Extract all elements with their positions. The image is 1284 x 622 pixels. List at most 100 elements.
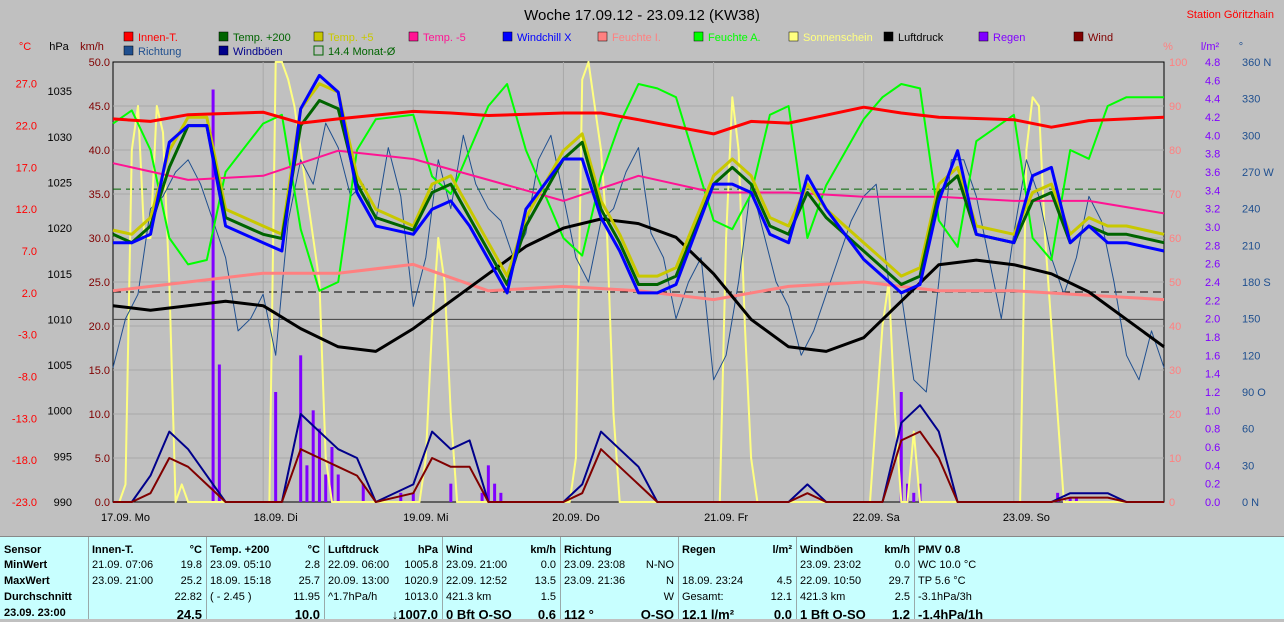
rain-bar (899, 392, 903, 502)
tick-label-temp: 17.0 (16, 162, 37, 174)
legend-swatch (408, 31, 419, 42)
tick-label-direction: 360 N (1242, 57, 1271, 69)
stats-cell-right: 1.2 (891, 607, 910, 622)
legend-entry: 14.4 Monat-Ø (313, 45, 396, 58)
legend-entry: Regen (978, 31, 1025, 44)
tick-label-pressure: 995 (54, 451, 72, 463)
series-line-luftdruck (112, 217, 1165, 353)
legend-label: Temp. +5 (328, 32, 374, 44)
stats-row: 18.09. 23:24 4.5 (682, 575, 792, 589)
stats-regen: Regen l/m² 18.09. 23:24 4.5 Gesamt: 12.1 12.1 … (678, 537, 797, 622)
stats-row (682, 559, 792, 573)
tick-label-humidity: 0 (1169, 497, 1175, 509)
legend-entry: Innen-T. (123, 31, 178, 44)
stats-cell-left: 23.09. 05:10 (210, 559, 272, 571)
tick-label-temp: 12.0 (16, 204, 37, 216)
legend-entry: Feuchte I. (597, 31, 661, 44)
stats-cell-right: 25.7 (298, 575, 320, 587)
tick-label-rain: 4.4 (1205, 94, 1220, 106)
tick-label-rain: 1.8 (1205, 332, 1220, 344)
stats-row: 22.09. 10:50 29.7 (800, 575, 910, 589)
stats-row-label: MinWert (4, 559, 48, 571)
tick-label-wind: 5.0 (95, 453, 110, 465)
legend: Innen-T. Richtung Temp. +200 Windböen Temp. … (123, 31, 1113, 58)
stats-row: 18.09. 15:18 25.7 (210, 575, 320, 589)
tick-label-rain: 0.6 (1205, 442, 1220, 454)
tick-label-temp: 22.0 (16, 121, 37, 133)
stats-header-label: Luftdruck (328, 544, 379, 556)
left-axes: 27.0 22.0 17.0 12.0 7.0 2.0 -3.0 -8.0 -13.0 -18.0… (12, 57, 110, 509)
tick-label-humidity: 100 (1169, 57, 1187, 69)
legend-label: Feuchte A. (708, 32, 761, 44)
stats-cell-left: 21.09. 07:06 (92, 559, 154, 571)
stats-header-label: Innen-T. (92, 544, 134, 556)
stats-header: Richtung (564, 544, 674, 558)
rain-bar (211, 89, 215, 502)
rain-bar (330, 447, 334, 502)
tick-label-pressure: 990 (54, 497, 72, 509)
stats-cell-left: 18.09. 23:24 (682, 575, 744, 587)
stats-row: 22.82 (92, 591, 202, 605)
tick-label-humidity: 90 (1169, 101, 1181, 113)
stats-header: Windböen km/h (800, 544, 910, 558)
stats-cell-left: -1.4hPa/1h (918, 607, 984, 622)
stats-row: Gesamt: 12.1 (682, 591, 792, 605)
stats-row: 24.5 (92, 607, 202, 622)
tick-label-wind: 25.0 (89, 277, 110, 289)
stats-header-unit: °C (189, 544, 202, 556)
legend-swatch (788, 31, 799, 42)
axis-unit-wind: km/h (80, 41, 104, 53)
tick-label-pressure: 1020 (48, 223, 72, 235)
stats-cell-right: 1020.9 (404, 575, 438, 587)
tick-label-direction: 60 (1242, 424, 1254, 436)
stats-row: 22.09. 12:52 13.5 (446, 575, 556, 589)
stats-cell-left: 23.09. 21:00 (92, 575, 154, 587)
stats-cell-right: 2.8 (304, 559, 320, 571)
stats-cell-right: 19.8 (180, 559, 202, 571)
rain-bar (324, 474, 328, 502)
tick-label-direction: 300 (1242, 130, 1260, 142)
stats-header: PMV 0.8 (918, 544, 1280, 558)
rain-bar (299, 355, 303, 502)
stats-row: TP 5.6 °C (918, 575, 1280, 589)
stats-pmv: PMV 0.8 WC 10.0 °C TP 5.6 °C -3.1hPa/3h -1.4… (914, 537, 1284, 622)
stats-row: 23.09. 21:00 25.2 (92, 575, 202, 589)
legend-swatch (883, 31, 894, 42)
legend-label: Wind (1088, 32, 1113, 44)
stats-cell-left: -3.1hPa/3h (918, 591, 972, 603)
tick-label-temp: -23.0 (12, 497, 37, 509)
stats-header-unit: km/h (884, 544, 910, 556)
stats-row: WC 10.0 °C (918, 559, 1280, 573)
legend-label: 14.4 Monat-Ø (328, 46, 396, 58)
stats-cell-left: 112 ° (564, 607, 594, 622)
legend-swatch (218, 31, 229, 42)
stats-cell-left: Gesamt: (682, 591, 724, 603)
tick-label-rain: 2.4 (1205, 277, 1220, 289)
series-line-feuchte-a- (112, 83, 1164, 292)
tick-label-direction: 0 N (1242, 497, 1259, 509)
stats-header-unit: km/h (530, 544, 556, 556)
stats-header-label: Temp. +200 (210, 544, 270, 556)
stats-sensor: Sensor MinWert MaxWert Durchschnitt 23.0… (0, 537, 89, 619)
axis-unit-rain: l/m² (1201, 41, 1220, 53)
tick-label-temp: 7.0 (22, 246, 37, 258)
tick-label-pressure: 1030 (48, 132, 72, 144)
stats-cell-left: 421.3 km (800, 591, 846, 603)
rain-bar (305, 465, 309, 502)
rain-bar (361, 483, 365, 502)
stats-row: W (564, 591, 674, 605)
stats-cell-right: 4.5 (776, 575, 792, 587)
stats-cell-right: 0.0 (540, 559, 556, 571)
tick-label-rain: 4.6 (1205, 75, 1220, 87)
tick-label-pressure: 1010 (48, 314, 72, 326)
tick-label-humidity: 30 (1169, 365, 1181, 377)
rain-bar (1074, 497, 1078, 502)
stats-cell-left: 12.1 l/m² (682, 607, 735, 622)
series-line-richtung (112, 122, 1165, 393)
tick-label-temp: 27.0 (16, 79, 37, 91)
stats-row: -3.1hPa/3h (918, 591, 1280, 605)
tick-label-rain: 4.2 (1205, 112, 1220, 124)
stats-cell-right: 1005.8 (404, 559, 438, 571)
stats-panel: Sensor MinWert MaxWert Durchschnitt 23.0… (0, 536, 1284, 622)
legend-entry: Wind (1073, 31, 1113, 44)
